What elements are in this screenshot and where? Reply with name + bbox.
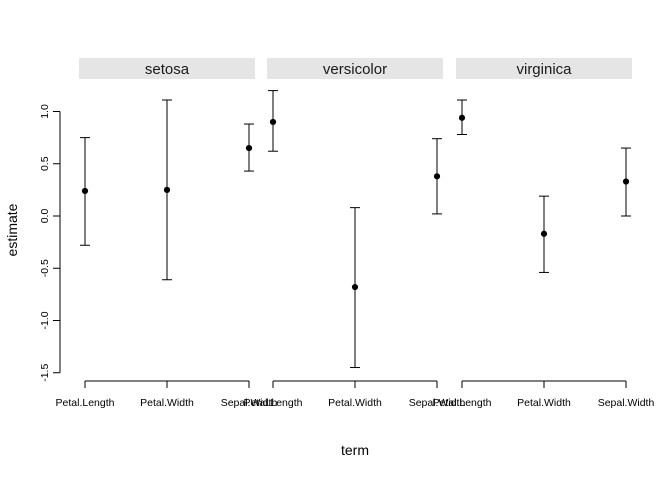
y-axis: -1.5 -1.0 -0.5 0.0 0.5 1.0 — [39, 104, 61, 382]
facet-strip — [456, 58, 632, 79]
x-tick-label: Sepal.Width — [409, 397, 466, 409]
x-tick-label: Petal.Width — [140, 397, 194, 409]
x-tick-label: Petal.Length — [56, 397, 115, 409]
y-tick-label: 0.5 — [39, 156, 51, 171]
error-bar — [350, 207, 360, 369]
x-tick-label: Petal.Width — [517, 397, 571, 409]
estimate-point — [433, 173, 441, 180]
x-tick-label: Sepal.Width — [598, 397, 655, 409]
facet-panels: setosa Petal.Length Petal.Width Sepal.Width… — [56, 58, 655, 409]
error-bar — [244, 123, 254, 172]
facet-versicolor: versicolor Petal.Length Petal.Width Sepal.W… — [244, 58, 466, 409]
estimate-point — [351, 283, 359, 291]
estimate-point — [81, 187, 89, 195]
estimate-point — [163, 186, 171, 193]
x-tick-label: Petal.Length — [244, 397, 303, 409]
y-axis-title: estimate — [4, 203, 20, 256]
y-tick-label: 1.0 — [39, 104, 51, 119]
error-bar — [268, 90, 278, 152]
error-bar — [539, 195, 549, 273]
y-tick-label: -1.0 — [39, 311, 51, 329]
y-tick-label: -1.5 — [39, 364, 51, 382]
x-axis-title: term — [341, 442, 369, 458]
estimate-point — [245, 144, 253, 152]
facet-strip — [79, 58, 255, 79]
error-bar — [162, 99, 172, 281]
error-bar — [457, 99, 467, 135]
facet-strip-label: setosa — [145, 61, 190, 78]
facet-strip-label: versicolor — [323, 61, 387, 78]
facet-setosa: setosa Petal.Length Petal.Width Sepal.Width — [56, 58, 278, 409]
error-bar — [80, 137, 90, 246]
y-tick-label: -0.5 — [39, 259, 51, 277]
x-tick-label: Petal.Width — [328, 397, 382, 409]
estimate-point — [622, 178, 630, 185]
x-tick-label: Petal.Length — [433, 397, 492, 409]
estimate-point — [458, 114, 466, 121]
facet-virginica: virginica Petal.Length Petal.Width Sepal.Wi… — [433, 58, 655, 409]
x-tick-label: Sepal.Width — [221, 397, 278, 409]
error-bar — [621, 147, 631, 217]
facet-strip — [267, 58, 443, 79]
estimate-point — [269, 118, 277, 126]
estimate-point — [540, 230, 548, 237]
y-tick-label: 0.0 — [39, 209, 51, 224]
error-bar — [432, 138, 442, 215]
facet-strip-label: virginica — [516, 61, 572, 78]
